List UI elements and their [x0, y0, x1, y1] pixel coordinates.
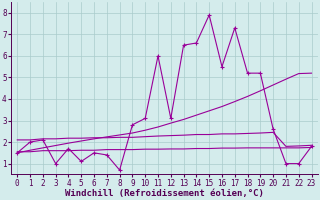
X-axis label: Windchill (Refroidissement éolien,°C): Windchill (Refroidissement éolien,°C): [65, 189, 264, 198]
